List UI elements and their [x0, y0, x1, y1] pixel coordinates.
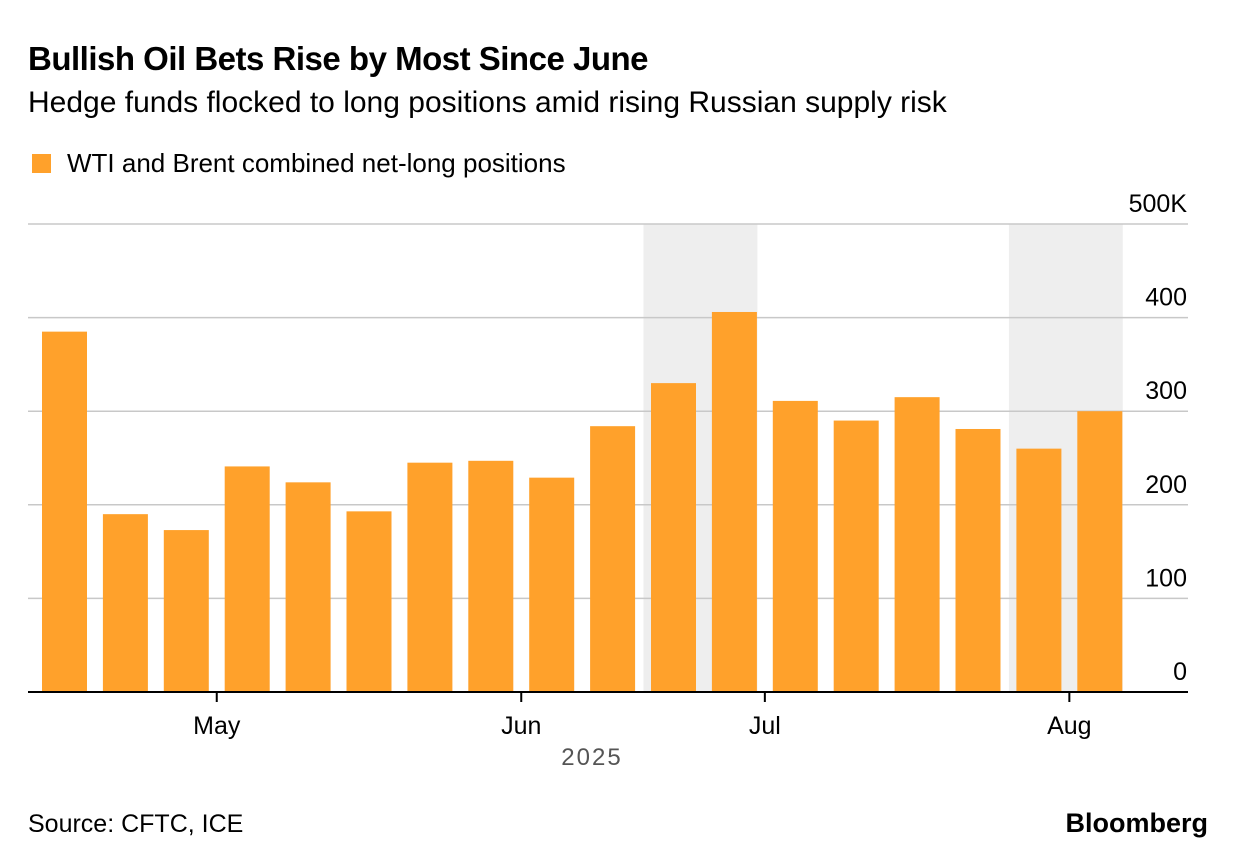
bar [163, 530, 209, 692]
bar [407, 462, 453, 692]
legend: WTI and Brent combined net-long position… [32, 148, 566, 179]
x-axis-year-label: 2025 [561, 744, 622, 771]
bar [1016, 448, 1062, 692]
chart-subtitle: Hedge funds flocked to long positions am… [28, 86, 947, 119]
bar [468, 460, 514, 692]
bar [224, 466, 270, 692]
source-note: Source: CFTC, ICE [28, 810, 244, 838]
bar [894, 397, 940, 692]
x-tick-label: Aug [1047, 712, 1091, 740]
bar [102, 514, 148, 692]
bar [529, 477, 575, 692]
y-tick-label: 0 [1173, 658, 1187, 686]
bar [42, 331, 87, 692]
x-tick-label: Jul [749, 712, 781, 740]
x-tick-label: May [193, 712, 241, 740]
bar [285, 482, 331, 692]
y-tick-label: 100 [1145, 564, 1187, 592]
bloomberg-logo: Bloomberg [1065, 808, 1208, 838]
legend-label: WTI and Brent combined net-long position… [67, 148, 566, 178]
y-tick-label: 400 [1145, 284, 1187, 312]
y-tick-label: 500K [1129, 190, 1188, 218]
legend-swatch [32, 154, 51, 173]
bar [590, 426, 636, 692]
bar [346, 511, 392, 692]
chart-title: Bullish Oil Bets Rise by Most Since June [28, 40, 649, 77]
bar [1077, 411, 1123, 692]
x-tick-label: Jun [501, 712, 541, 740]
bar [711, 311, 757, 692]
bar [833, 420, 879, 692]
bar [651, 383, 696, 692]
bar [772, 400, 818, 692]
y-tick-label: 300 [1145, 377, 1187, 405]
y-tick-label: 200 [1145, 471, 1187, 499]
bar [955, 428, 1001, 692]
